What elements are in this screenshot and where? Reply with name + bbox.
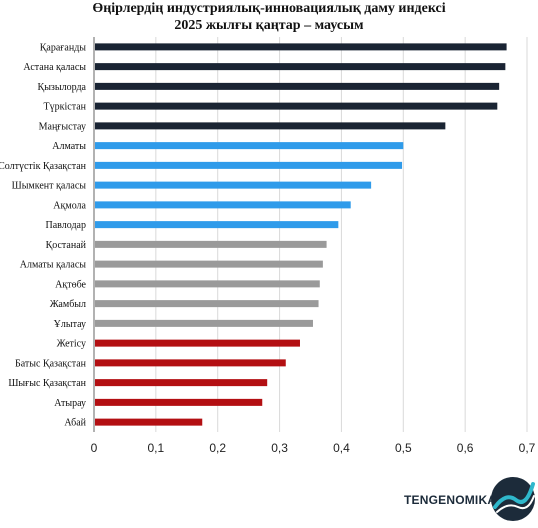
logo-swoosh-icon bbox=[491, 477, 535, 521]
bar bbox=[95, 102, 498, 110]
x-tick-label: 0,7 bbox=[519, 441, 536, 455]
bar bbox=[95, 418, 203, 426]
logo-text: TENGENOMIKA bbox=[404, 493, 497, 507]
bar bbox=[95, 142, 404, 150]
category-label: Абай bbox=[64, 418, 86, 429]
bar bbox=[95, 240, 327, 248]
category-label: Атырау bbox=[54, 398, 86, 409]
category-label: Солтүстік Қазақстан bbox=[0, 161, 87, 172]
category-label: Түркістан bbox=[44, 102, 87, 113]
bar bbox=[95, 398, 263, 406]
bar bbox=[95, 221, 339, 229]
category-label: Батыс Қазақстан bbox=[15, 358, 87, 369]
bar bbox=[95, 181, 372, 189]
category-label: Ұлытау bbox=[54, 319, 86, 330]
bar bbox=[95, 201, 351, 209]
x-tick-label: 0,6 bbox=[457, 441, 474, 455]
x-tick-label: 0,3 bbox=[271, 441, 288, 455]
category-label: Астана қаласы bbox=[23, 62, 86, 73]
x-tick-label: 0 bbox=[91, 441, 98, 455]
x-tick-label: 0,1 bbox=[148, 441, 165, 455]
chart-title-line-1: Өңірлердің индустриялық-инновациялық дам… bbox=[92, 1, 446, 16]
tengenomika-logo: TENGENOMIKA bbox=[404, 474, 535, 524]
bar bbox=[95, 43, 507, 51]
x-tick-label: 0,5 bbox=[395, 441, 412, 455]
bar bbox=[95, 379, 268, 387]
category-label: Жамбыл bbox=[50, 299, 86, 310]
category-label: Ақмола bbox=[53, 200, 86, 211]
bar bbox=[95, 319, 313, 327]
bar bbox=[95, 260, 323, 268]
bar bbox=[95, 359, 286, 367]
category-label: Қарағанды bbox=[40, 42, 87, 53]
category-label: Ақтөбе bbox=[55, 279, 86, 290]
bar bbox=[95, 122, 446, 130]
category-label: Алматы қаласы bbox=[20, 260, 86, 271]
bar bbox=[95, 82, 500, 90]
x-tick-label: 0,4 bbox=[333, 441, 350, 455]
category-label: Алматы bbox=[52, 141, 86, 152]
bar bbox=[95, 161, 403, 169]
category-label: Маңғыстау bbox=[39, 121, 86, 132]
category-label: Шығыс Қазақстан bbox=[8, 378, 86, 389]
bar bbox=[95, 300, 319, 308]
chart-title: Өңірлердің индустриялық-инновациялық дам… bbox=[0, 0, 538, 34]
bar bbox=[95, 63, 506, 71]
bar-chart: 0 0,1 0,2 0,3 0,4 0,5 0,6 0,7 Қарағанды Астана қа… bbox=[0, 37, 536, 455]
x-tick-label: 0,2 bbox=[209, 441, 226, 455]
category-label: Қызылорда bbox=[38, 82, 87, 93]
category-label: Павлодар bbox=[46, 220, 86, 231]
bar bbox=[95, 339, 300, 347]
category-label: Шымкент қаласы bbox=[12, 181, 87, 192]
bar bbox=[95, 280, 320, 288]
category-label: Қостанай bbox=[46, 240, 87, 251]
chart-title-line-2: 2025 жылғы қаңтар – маусым bbox=[174, 18, 364, 33]
category-label: Жетісу bbox=[57, 339, 86, 350]
